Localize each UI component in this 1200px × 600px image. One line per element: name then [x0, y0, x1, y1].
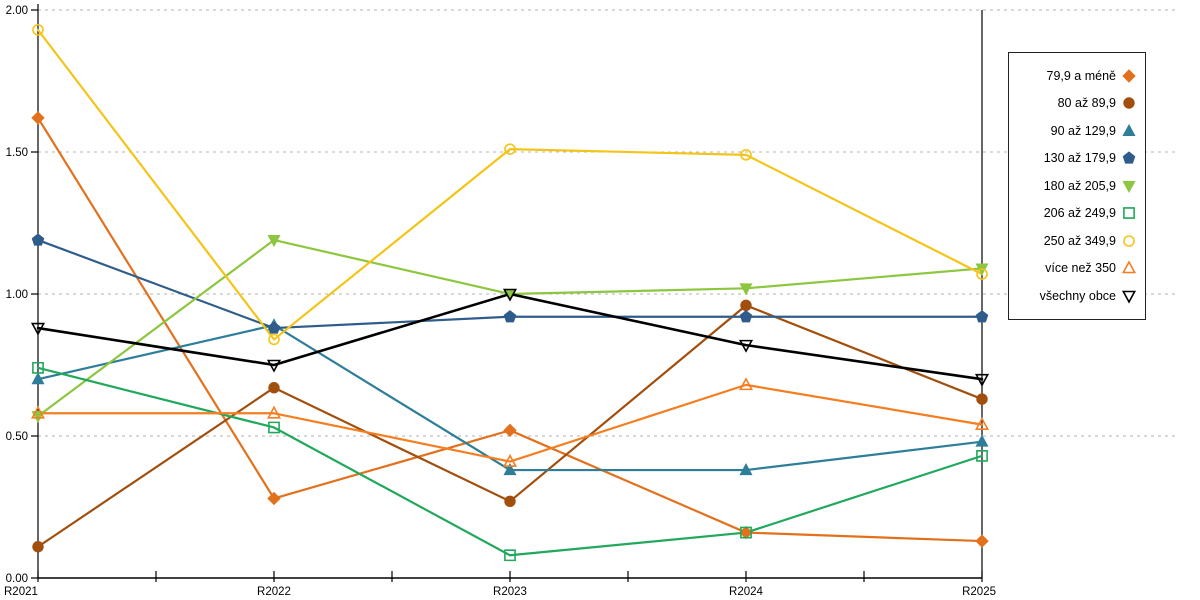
circle-filled-marker: [1123, 97, 1135, 109]
legend-item: 250 až 349,9: [1015, 227, 1137, 255]
triangle-up-open-marker: [30, 405, 46, 419]
diamond-filled-marker: [503, 423, 517, 438]
triangle-up-open-legend-icon: [1121, 260, 1137, 274]
legend-item: 206 až 249,9: [1015, 200, 1137, 228]
chart-legend: 79,9 a méně 80 až 89,9 90 až 129,9 130 až 1…: [1008, 52, 1146, 320]
circle-filled-marker: [976, 393, 988, 405]
circle-filled-marker: [504, 495, 516, 508]
triangle-down-filled-marker: [267, 235, 281, 248]
y-axis-label: 1.00: [6, 289, 28, 301]
square-open-marker: [32, 361, 44, 374]
triangle-down-open-marker: [738, 339, 754, 353]
circle-open-marker: [504, 143, 516, 155]
legend-item: 80 až 89,9: [1015, 90, 1137, 118]
circle-open-legend-icon: [1123, 234, 1135, 247]
y-axis-label: 1.50: [6, 147, 28, 159]
square-open-legend-icon: [1123, 207, 1135, 220]
pentagon-filled-marker: [739, 310, 753, 323]
pentagon-filled-marker: [503, 310, 517, 323]
triangle-down-open-marker: [974, 373, 990, 387]
triangle-up-open-marker: [1121, 260, 1137, 274]
triangle-up-open-marker: [502, 453, 518, 467]
legend-item: 79,9 a méně: [1015, 62, 1137, 90]
triangle-up-filled-marker: [1122, 123, 1136, 136]
legend-label: všechny obce: [1039, 288, 1116, 303]
triangle-down-filled-marker: [1122, 180, 1136, 193]
series-line: [36, 292, 984, 381]
diamond-filled-marker: [975, 534, 989, 548]
circle-open-marker: [32, 24, 44, 36]
diamond-filled-marker: [267, 491, 281, 506]
square-open-marker: [740, 526, 752, 539]
legend-item: více než 350: [1015, 255, 1137, 283]
square-open-marker: [504, 549, 516, 562]
circle-open-marker: [268, 333, 280, 346]
pentagon-filled-marker: [975, 310, 989, 323]
y-axis-label: 0.50: [6, 431, 28, 443]
triangle-up-filled-marker: [503, 463, 517, 476]
square-open-marker: [1123, 207, 1135, 220]
triangle-up-filled-marker: [31, 372, 45, 385]
series-line: [36, 238, 984, 418]
circle-filled-marker: [268, 382, 280, 394]
square-open-marker: [268, 421, 280, 434]
x-axis-label: R2025: [962, 586, 996, 598]
triangle-up-open-marker: [974, 416, 990, 430]
triangle-up-filled-marker: [739, 463, 753, 476]
triangle-down-open-marker: [502, 288, 518, 302]
legend-label: 206 až 249,9: [1043, 206, 1116, 221]
legend-item: 180 až 205,9: [1015, 172, 1137, 200]
pentagon-filled-marker: [267, 321, 281, 334]
triangle-up-filled-marker: [975, 434, 989, 447]
legend-item: 130 až 179,9: [1015, 145, 1137, 173]
diamond-filled-marker: [739, 525, 753, 540]
legend-label: 90 až 129,9: [1050, 123, 1116, 138]
triangle-down-open-marker: [30, 322, 46, 336]
legend-label: 79,9 a méně: [1046, 68, 1117, 83]
legend-label: 250 až 349,9: [1043, 233, 1116, 248]
legend-label: 180 až 205,9: [1043, 178, 1116, 193]
x-axis-label: R2022: [257, 586, 291, 598]
series-line: [36, 116, 984, 543]
series-line: [36, 28, 984, 341]
triangle-down-open-legend-icon: [1121, 290, 1137, 304]
diamond-filled-legend-icon: [1122, 69, 1136, 83]
diamond-filled-marker: [31, 111, 45, 125]
circle-open-marker: [1123, 234, 1135, 247]
series-line: [36, 324, 984, 472]
triangle-up-open-marker: [738, 377, 754, 391]
legend-label: 130 až 179,9: [1043, 151, 1116, 166]
triangle-down-open-marker: [1121, 290, 1137, 304]
circle-filled-marker: [32, 541, 44, 553]
legend-label: více než 350: [1045, 261, 1116, 276]
triangle-down-filled-marker: [739, 283, 753, 296]
series-line: [36, 383, 984, 463]
legend-item: 90 až 129,9: [1015, 117, 1137, 145]
triangle-down-filled-legend-icon: [1122, 180, 1136, 193]
x-axis-label: R2024: [729, 586, 763, 598]
x-axis-label: R2023: [493, 586, 527, 598]
series-line: [36, 366, 984, 557]
square-open-marker: [976, 449, 988, 462]
pentagon-filled-marker: [31, 233, 45, 246]
diamond-filled-marker: [1122, 69, 1136, 83]
triangle-down-filled-marker: [31, 411, 45, 424]
circle-filled-legend-icon: [1123, 97, 1135, 109]
y-axis-label: 2.00: [6, 5, 28, 17]
pentagon-filled-marker: [1122, 151, 1136, 164]
circle-open-marker: [740, 149, 752, 161]
pentagon-filled-legend-icon: [1122, 151, 1136, 164]
circle-open-marker: [976, 268, 988, 280]
triangle-up-filled-legend-icon: [1122, 123, 1136, 136]
triangle-up-open-marker: [266, 405, 282, 419]
legend-label: 80 až 89,9: [1057, 96, 1116, 111]
circle-filled-marker: [740, 299, 752, 312]
triangle-down-open-marker: [266, 359, 282, 373]
x-axis-label: R2021: [4, 586, 38, 598]
legend-item: všechny obce: [1015, 282, 1137, 310]
y-axis-label: 0.00: [6, 573, 28, 585]
